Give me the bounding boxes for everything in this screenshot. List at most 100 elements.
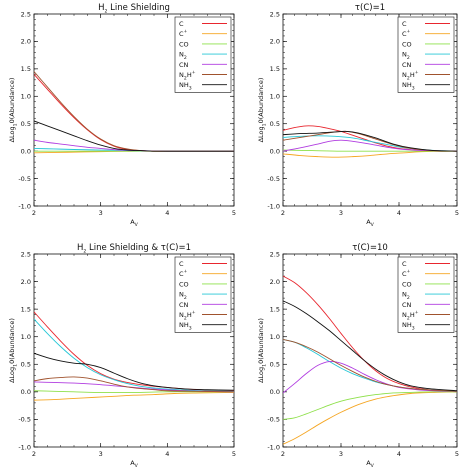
x-tick-label: 5 bbox=[455, 209, 459, 217]
x-tick-label: 5 bbox=[232, 450, 236, 458]
y-tick-label: 1.5 bbox=[270, 305, 280, 313]
legend-label: CO bbox=[402, 280, 412, 288]
y-tick-label: -0.5 bbox=[18, 175, 31, 183]
y-tick-label: -1.0 bbox=[267, 443, 280, 451]
y-tick-label: -0.5 bbox=[267, 175, 280, 183]
legend-label: CN bbox=[179, 61, 189, 69]
x-axis-label: AV bbox=[366, 218, 374, 228]
legend-label: N2 bbox=[402, 51, 410, 62]
legend-label: N2H+ bbox=[179, 310, 196, 322]
y-tick-label: -1.0 bbox=[18, 202, 31, 210]
x-tick-label: 2 bbox=[32, 450, 36, 458]
legend-label: N2H+ bbox=[402, 70, 419, 82]
series-line-cplus bbox=[34, 391, 234, 401]
legend-label: C bbox=[179, 20, 184, 28]
legend-label: CO bbox=[402, 40, 412, 48]
legend-label: C bbox=[402, 260, 407, 268]
x-tick-label: 3 bbox=[339, 209, 343, 217]
series-line-c bbox=[283, 275, 457, 392]
legend-label: NH3 bbox=[179, 321, 192, 332]
y-tick-label: 0.5 bbox=[270, 361, 280, 369]
legend-label: CN bbox=[179, 301, 189, 309]
chart-panel-3: -1.0 -0.5 0.0 0.5 1.0 1.5 2.0 2.5 2 3 4 5 H2 Line Sh… bbox=[8, 243, 236, 469]
legend-label: C+ bbox=[402, 29, 411, 39]
chart-panel-4: -1.0 -0.5 0.0 0.5 1.0 1.5 2.0 2.5 2 3 4 5 τ(C)=10 AV Δ… bbox=[257, 243, 459, 469]
x-tick-label: 2 bbox=[281, 209, 285, 217]
legend-label: C+ bbox=[179, 269, 188, 279]
y-tick-label: 0.5 bbox=[21, 361, 31, 369]
legend-label: C bbox=[179, 260, 184, 268]
legend-label: NH3 bbox=[179, 81, 192, 92]
plot-frame bbox=[282, 253, 458, 448]
plot-frame bbox=[33, 13, 235, 207]
y-tick-label: 2.0 bbox=[21, 38, 31, 46]
x-tick-label: 5 bbox=[455, 450, 459, 458]
x-tick-label: 5 bbox=[232, 209, 236, 217]
legend bbox=[397, 256, 455, 333]
x-tick-label: 3 bbox=[339, 450, 343, 458]
series-line-n2 bbox=[34, 318, 234, 392]
y-tick-label: 1.5 bbox=[270, 65, 280, 73]
y-tick-label: 1.0 bbox=[270, 93, 280, 101]
legend-label: C bbox=[402, 20, 407, 28]
chart-title: τ(C)=10 bbox=[352, 243, 388, 253]
legend-label: CN bbox=[402, 61, 412, 69]
chart-panel-2: -1.0 -0.5 0.0 0.5 1.0 1.5 2.0 2.5 2 3 4 5 τ(C)=1 AV ΔL… bbox=[257, 3, 459, 228]
legend bbox=[397, 16, 455, 93]
legend-label: CN bbox=[402, 301, 412, 309]
series-line-c bbox=[283, 125, 457, 152]
chart-title: H2 Line Shielding & τ(C)=1 bbox=[77, 243, 191, 255]
plot-frame bbox=[33, 253, 235, 448]
legend-label: N2H+ bbox=[179, 70, 196, 82]
y-tick-label: 1.0 bbox=[21, 93, 31, 101]
y-axis-label: ΔLog10(Abundance) bbox=[8, 78, 19, 143]
legend-label: N2 bbox=[179, 51, 187, 62]
x-tick-label: 3 bbox=[99, 209, 103, 217]
y-tick-label: 0.5 bbox=[21, 120, 31, 128]
y-axis-label: ΔLog10(Abundance) bbox=[8, 318, 19, 383]
legend-label: N2 bbox=[179, 291, 187, 302]
legend-label: NH3 bbox=[402, 81, 415, 92]
y-tick-label: 0.5 bbox=[270, 120, 280, 128]
y-tick-label: -1.0 bbox=[18, 443, 31, 451]
series-line-co bbox=[283, 391, 457, 420]
series-line-n2hplus bbox=[34, 376, 234, 393]
legend-label: NH3 bbox=[402, 321, 415, 332]
y-axis-label: ΔLog10(Abundance) bbox=[257, 78, 268, 143]
y-axis-label: ΔLog10(Abundance) bbox=[257, 318, 268, 383]
legend-label: CO bbox=[179, 280, 189, 288]
y-tick-label: 0.0 bbox=[270, 388, 280, 396]
legend bbox=[174, 256, 232, 333]
y-tick-label: 1.0 bbox=[21, 333, 31, 341]
x-tick-label: 4 bbox=[397, 209, 401, 217]
series-line-n2hplus bbox=[283, 339, 457, 392]
series-line-nh3 bbox=[34, 352, 234, 391]
legend-label: N2H+ bbox=[402, 310, 419, 322]
x-tick-label: 4 bbox=[165, 209, 169, 217]
x-axis-label: AV bbox=[130, 459, 138, 469]
y-tick-label: -1.0 bbox=[267, 202, 280, 210]
x-tick-label: 4 bbox=[165, 450, 169, 458]
x-tick-label: 3 bbox=[99, 450, 103, 458]
legend-label: C+ bbox=[179, 29, 188, 39]
y-tick-label: 2.0 bbox=[270, 278, 280, 286]
legend bbox=[174, 16, 232, 93]
series-line-cn bbox=[283, 360, 457, 394]
y-tick-label: 2.5 bbox=[21, 250, 31, 258]
y-tick-label: 2.5 bbox=[270, 10, 280, 18]
y-tick-label: -0.5 bbox=[18, 416, 31, 424]
series-line-n2 bbox=[283, 135, 457, 152]
y-tick-label: 1.5 bbox=[21, 305, 31, 313]
y-tick-label: 0.0 bbox=[21, 388, 31, 396]
x-tick-label: 2 bbox=[281, 450, 285, 458]
y-tick-label: 2.5 bbox=[270, 250, 280, 258]
chart-title: H2 Line Shielding bbox=[98, 3, 170, 15]
y-tick-label: 2.0 bbox=[21, 278, 31, 286]
series-line-nh3 bbox=[283, 130, 457, 152]
y-tick-label: 2.5 bbox=[21, 10, 31, 18]
x-axis-label: AV bbox=[130, 218, 138, 228]
x-axis-label: AV bbox=[366, 459, 374, 469]
y-tick-label: 2.0 bbox=[270, 38, 280, 46]
series-line-nh3 bbox=[283, 300, 457, 392]
